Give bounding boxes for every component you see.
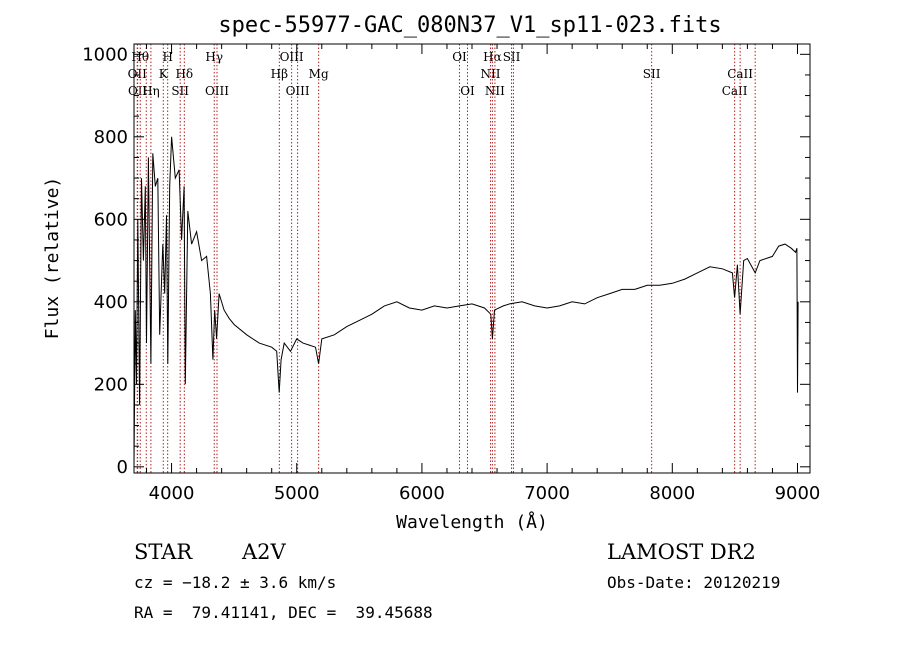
axis-ticks: 4000 5000 6000 7000 8000 9000 0 200 400 600 800 100… — [82, 44, 820, 504]
object-class: STAR — [134, 540, 193, 564]
line-label-hθ-2: Hθ — [131, 50, 149, 64]
line-label-oiii-10: OIII — [205, 84, 229, 98]
line-label-oiii-12: OIII — [280, 50, 304, 64]
x-tick-label-9000: 9000 — [775, 483, 821, 504]
line-markers: OII OII Hθ Hη KH SII Hδ Hγ OIII Hβ OIII OIII Mg OI OI N… — [128, 44, 756, 473]
line-label-hα-18: Hα — [483, 50, 502, 64]
survey-name: LAMOST DR2 — [607, 540, 756, 564]
line-label-hδ-8: Hδ — [175, 67, 193, 81]
line-label-oiii-13: OIII — [286, 84, 310, 98]
line-label-hη-4: Hη — [142, 84, 160, 98]
x-tick-label-5000: 5000 — [274, 483, 320, 504]
line-label-sii-7: SII — [171, 84, 189, 98]
x-tick-label-4000: 4000 — [149, 483, 195, 504]
line-label-nii-17: NII — [481, 67, 501, 81]
spectral-subclass: A2V — [242, 540, 286, 564]
line-label-oii-0: OII — [128, 67, 148, 81]
y-tick-label-0: 0 — [117, 457, 128, 478]
line-label-sii-22: SII — [643, 67, 661, 81]
line-label-oi-15: OI — [452, 50, 467, 64]
line-label-hβ-11: Hβ — [271, 67, 288, 81]
spectrum-chart: spec-55977-GAC_080N37_V1_sp11-023.fits O… — [42, 13, 820, 533]
y-tick-label-400: 400 — [94, 292, 128, 313]
y-tick-label-200: 200 — [94, 374, 128, 395]
y-axis-label: Flux (relative) — [42, 177, 63, 340]
line-label-caii-24: CaII — [727, 67, 753, 81]
x-tick-label-8000: 8000 — [649, 483, 695, 504]
line-label-nii-19: NII — [485, 84, 505, 98]
line-label-oii-1: OII — [128, 84, 148, 98]
plot-frame — [133, 43, 811, 474]
spectrum-line — [133, 136, 799, 467]
y-tick-label-1000: 1000 — [82, 44, 128, 65]
y-tick-label-800: 800 — [94, 127, 128, 148]
line-label-k-5: K — [159, 67, 169, 81]
chart-title: spec-55977-GAC_080N37_V1_sp11-023.fits — [218, 13, 721, 38]
coordinates: RA = 79.41141, DEC = 39.45688 — [134, 603, 433, 622]
x-axis-label: Wavelength (Å) — [396, 511, 548, 533]
line-label-h-6: H — [162, 50, 172, 64]
line-label-mg-14: Mg — [309, 67, 329, 81]
line-label-hγ-9: Hγ — [205, 50, 223, 64]
line-label-sii-20: SII — [503, 50, 521, 64]
y-tick-label-600: 600 — [94, 209, 128, 230]
line-label-oi-16: OI — [460, 84, 475, 98]
x-tick-label-6000: 6000 — [399, 483, 445, 504]
line-label-caii-23: CaII — [722, 84, 748, 98]
observation-date: Obs-Date: 20120219 — [607, 573, 781, 592]
redshift-value: cz = −18.2 ± 3.6 km/s — [134, 573, 337, 592]
x-tick-label-7000: 7000 — [524, 483, 570, 504]
